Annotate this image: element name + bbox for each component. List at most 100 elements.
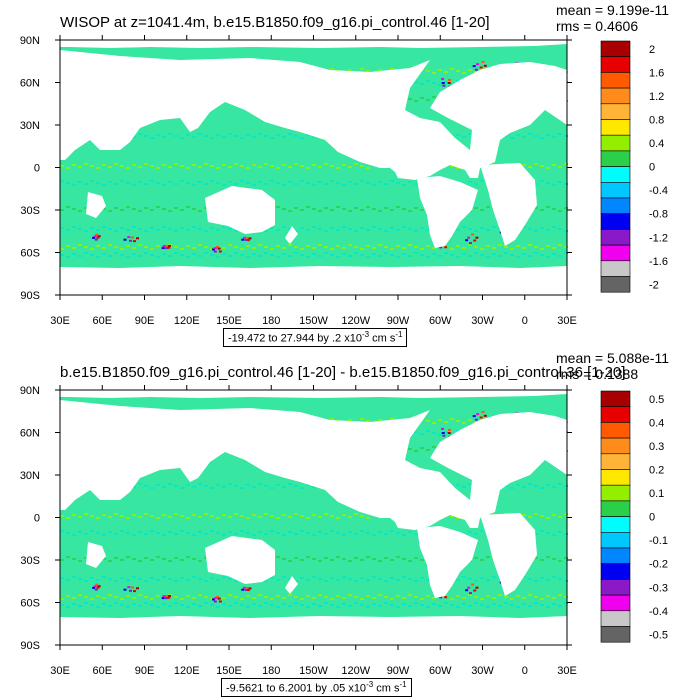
colorbar-swatch [600,516,631,533]
x-tick-label: 30E [557,665,577,677]
y-tick-label: 90N [20,385,40,397]
x-tick-label: 0 [522,315,528,327]
x-tick-label: 60E [92,665,112,677]
colorbar-label: 0.8 [649,115,664,127]
x-tick-label: 30E [50,315,70,327]
land-mass [417,176,478,248]
bottom-contour-range-label: -9.5621 to 6.2001 by .05 x10-3 cm s-1 [221,678,412,697]
colorbar-label: 0.1 [649,488,664,500]
x-tick-label: 120W [341,315,370,327]
colorbar-label: 0 [649,512,655,524]
colorbar-swatch [600,610,631,627]
colorbar-swatch [600,72,631,89]
hotspot [241,586,252,592]
x-tick-label: 30E [50,665,70,677]
bottom-map-plot: 30E 60E 90E 120E 150E 180 150W 120W 90W 60W 30W 0 30… [20,385,668,677]
x-tick-label: 120E [174,665,200,677]
colorbar-label: -1.6 [649,256,668,268]
hotspot [161,245,171,250]
colorbar-label: 1.2 [649,91,664,103]
x-tick-label: 0 [522,665,528,677]
land-mass [205,536,275,584]
y-tick-label: 30S [20,205,40,217]
colorbar-swatch [600,134,631,152]
colorbar-label: 0.2 [649,465,664,477]
hotspot [92,583,101,591]
hotspot [212,245,222,253]
x-tick-label: 60W [429,665,452,677]
colorbar-label: -0.1 [649,535,668,547]
colorbar-swatch [600,103,631,120]
x-tick-label: 90E [135,665,155,677]
top-map-plot: 30E 60E 90E 120E 150E 180 150W 120W 90W 60W 30W 0 30… [20,35,668,327]
land-mass [60,616,567,645]
colorbar-swatch [600,453,631,470]
colorbar-label: -0.5 [649,629,668,641]
top-contour-range-label: -19.472 to 27.944 by .2 x10-3 cm s-1 [223,328,408,347]
top-range-units: cm s [369,332,396,345]
land-mass [60,40,567,48]
x-tick-label: 60E [92,315,112,327]
colorbar-label: 0.4 [649,417,664,429]
colorbar-label: 0 [649,162,655,174]
land-mass [205,186,275,234]
colorbar-swatch [600,244,631,262]
colorbar-swatch [600,166,631,183]
x-tick-label: 150W [299,315,328,327]
colorbar-swatch [600,579,631,596]
colorbar-swatch [600,390,631,407]
field-band [60,576,568,582]
y-tick-label: 30N [20,120,40,132]
land-mass [60,266,567,295]
colorbar-label: 2 [649,44,655,56]
x-tick-label: 150E [216,315,242,327]
bottom-mean-label: mean = 5.088e-11 [556,350,669,366]
colorbar-swatch [600,119,631,136]
land-mass [285,576,298,594]
colorbar-swatch [600,626,631,643]
hotspot [465,583,479,595]
y-tick-label: 60N [20,428,40,440]
x-tick-label: 150W [299,665,328,677]
x-tick-label: 180 [262,665,280,677]
land-mass [60,400,567,530]
top-mean-label: mean = 9.199e-11 [556,2,669,18]
hotspot [123,236,139,243]
field-band [60,252,568,258]
y-tick-label: 90S [20,290,40,302]
top-plot-panel: WISOP at z=1041.4m, b.e15.B1850.f09_g16.… [20,2,669,347]
hotspot [472,61,487,71]
land-mass [86,542,106,568]
colorbar-swatch [600,437,631,455]
land-mass [86,192,106,218]
colorbar-swatch [600,406,631,423]
bottom-range-units-exp: -1 [399,680,407,689]
colorbar-swatch [600,547,631,564]
colorbar-label: 1.6 [649,67,664,79]
bottom-plot-panel: b.e15.B1850.f09_g16.pi_control.46 [1-20]… [0,350,700,700]
x-tick-label: 90E [135,315,155,327]
colorbar-label: -0.8 [649,209,668,221]
colorbar-label: 0.3 [649,441,664,453]
colorbar-swatch [600,532,631,549]
colorbar-swatch [600,276,631,293]
x-tick-label: 120W [341,665,370,677]
bottom-rms-label: rms = 0.1388 [556,366,639,382]
y-tick-label: 0 [34,163,40,175]
colorbar-label: -0.3 [649,582,668,594]
colorbar-label: -0.4 [649,185,668,197]
bottom-range-units: cm s [373,682,400,695]
x-tick-label: 30W [471,665,494,677]
y-tick-label: 60S [20,248,40,260]
x-tick-label: 150E [216,665,242,677]
field-band [60,594,568,600]
colorbar-label: -0.2 [649,559,668,571]
hotspot [465,233,479,245]
bottom-range-prefix: -9.5621 to 6.2001 by .05 x10 [226,682,367,695]
top-plot-title: WISOP at z=1041.4m, b.e15.B1850.f09_g16.… [60,14,490,31]
bottom-range-exp: -3 [366,680,374,689]
y-tick-label: 90N [20,35,40,47]
colorbar-swatch [600,56,631,73]
colorbar-label: -0.4 [649,606,668,618]
land-mass [285,226,298,244]
